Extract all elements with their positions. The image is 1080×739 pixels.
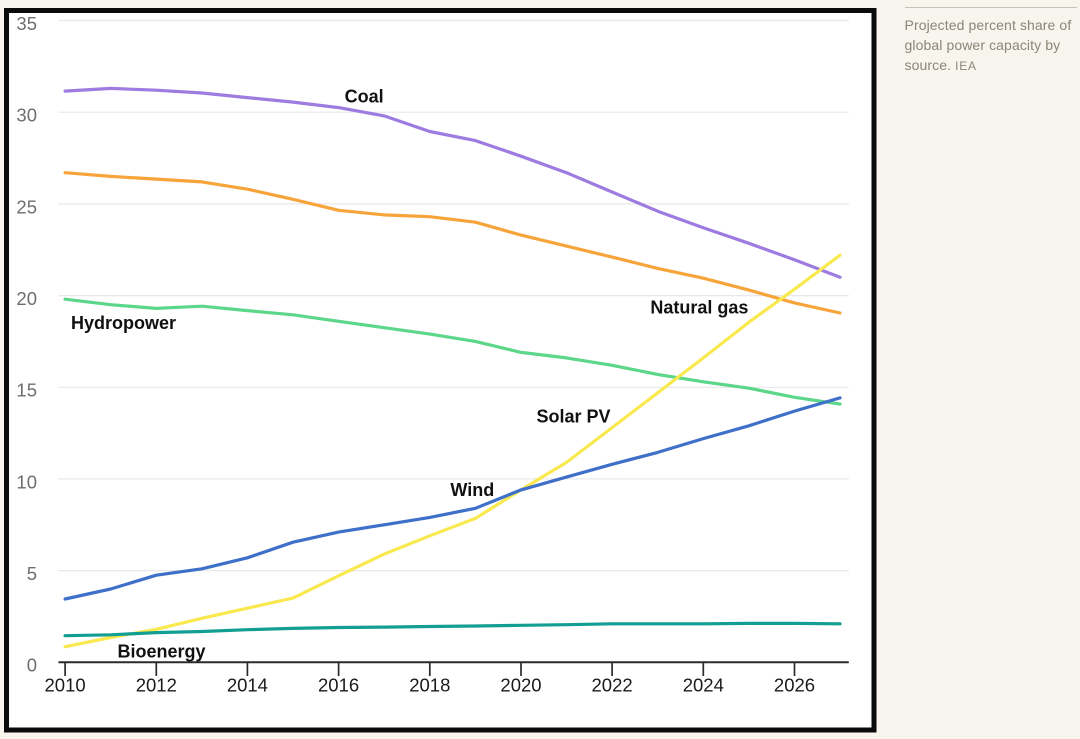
svg-text:2010: 2010	[45, 675, 86, 696]
svg-text:Natural gas: Natural gas	[650, 298, 748, 318]
svg-text:Bioenergy: Bioenergy	[118, 642, 206, 662]
svg-text:2020: 2020	[500, 675, 541, 696]
svg-text:10: 10	[16, 471, 37, 492]
svg-text:0: 0	[27, 655, 37, 676]
svg-text:30: 30	[16, 105, 37, 126]
svg-text:2022: 2022	[592, 675, 633, 696]
svg-text:Solar PV: Solar PV	[537, 407, 611, 427]
svg-text:2024: 2024	[683, 675, 724, 696]
svg-text:Hydropower: Hydropower	[71, 313, 176, 333]
svg-text:25: 25	[16, 196, 37, 217]
svg-text:2018: 2018	[409, 675, 450, 696]
svg-text:Wind: Wind	[450, 480, 494, 500]
svg-text:20: 20	[16, 288, 37, 309]
svg-text:15: 15	[16, 380, 37, 401]
svg-text:2014: 2014	[227, 675, 268, 696]
svg-text:2026: 2026	[774, 675, 815, 696]
svg-text:Coal: Coal	[345, 86, 384, 106]
svg-text:2016: 2016	[318, 675, 359, 696]
svg-text:2012: 2012	[136, 675, 177, 696]
svg-text:35: 35	[16, 13, 37, 34]
svg-text:5: 5	[27, 563, 37, 584]
